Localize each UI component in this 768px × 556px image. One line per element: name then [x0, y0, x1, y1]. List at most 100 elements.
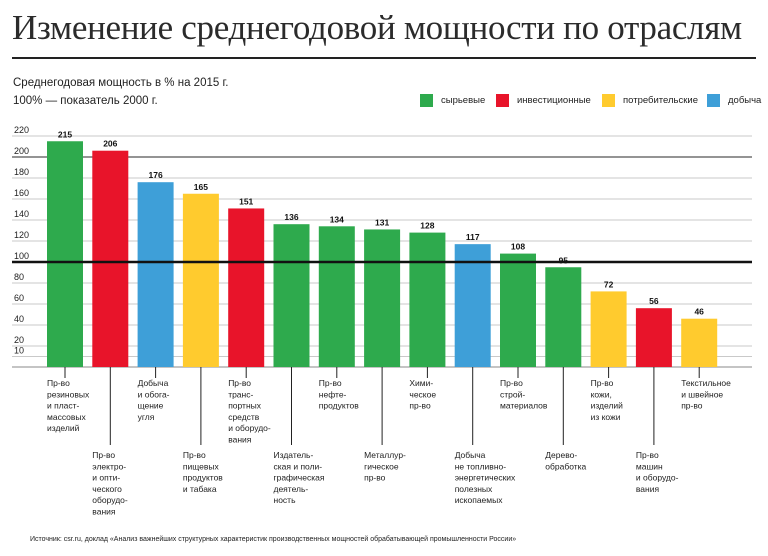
legend-item-raw: сырьевые: [420, 94, 485, 107]
category-label-5-line-4: средств: [228, 412, 260, 422]
category-label-15-line-2: и швейное: [681, 389, 723, 399]
bar-5: [228, 208, 265, 367]
category-label-1-line-1: Пр-во: [47, 378, 70, 388]
category-label-8-line-1: Металлур-: [364, 450, 406, 460]
y-tick-label-180: 180: [14, 167, 29, 177]
value-label-5: 151: [239, 196, 253, 206]
category-label-14-line-3: и оборудо-: [636, 473, 679, 483]
category-label-9: Хими-ческое пр-во: [409, 378, 436, 411]
category-label-2-line-2: электро-: [92, 461, 126, 471]
bar-7: [318, 226, 355, 367]
category-label-6-line-4: деятель-: [274, 484, 309, 494]
legend-swatch-mining: [707, 94, 720, 107]
category-label-10-line-5: ископаемых: [455, 495, 504, 505]
legend-item-consumer: потребительские: [602, 94, 698, 107]
category-label-6: Издатель-ская и поли-графическая деятель-…: [274, 450, 325, 505]
category-label-11-line-2: строй-: [500, 389, 525, 399]
value-label-14: 56: [649, 296, 659, 306]
category-label-3: Добыча и обога-щение угля: [138, 378, 170, 422]
category-label-4-line-2: пищевых: [183, 461, 220, 471]
category-label-6-line-5: ность: [274, 495, 297, 505]
category-label-8-line-2: гическое: [364, 461, 399, 471]
y-tick-label-140: 140: [14, 209, 29, 219]
category-label-15: Текстильное и швейное пр-во: [681, 378, 731, 411]
value-label-1: 215: [58, 129, 72, 139]
category-label-3-line-3: щение: [138, 401, 164, 411]
category-label-14-line-4: вания: [636, 484, 660, 494]
category-label-11-line-1: Пр-во: [500, 378, 523, 388]
source-note: Источник: csr.ru, доклад «Анализ важнейш…: [30, 536, 517, 543]
legend-label-consumer: потребительские: [623, 95, 698, 106]
value-label-12: 95: [559, 255, 569, 265]
category-label-9-line-1: Хими-: [409, 378, 433, 388]
bar-3: [137, 182, 174, 367]
y-tick-label-200: 200: [14, 146, 29, 156]
value-label-11: 108: [511, 242, 525, 252]
y-tick-label-120: 120: [14, 230, 29, 240]
legend-swatch-raw: [420, 94, 433, 107]
bar-8: [364, 229, 401, 367]
category-label-2-line-3: и опти-: [92, 473, 120, 483]
category-label-10-line-4: полезных: [455, 484, 493, 494]
category-label-8: Металлур-гическое пр-во: [364, 450, 406, 483]
legend-label-mining: добыча: [728, 95, 762, 106]
category-label-7: Пр-во нефте-продуктов: [319, 378, 359, 411]
category-label-6-line-3: графическая: [274, 473, 325, 483]
category-label-13-line-1: Пр-во: [591, 378, 614, 388]
category-label-5-line-5: и оборудо-: [228, 423, 271, 433]
value-label-2: 206: [103, 139, 117, 149]
category-label-7-line-3: продуктов: [319, 401, 359, 411]
bar-15: [681, 318, 718, 367]
category-label-10: Добыча не топливно-энергетических полезных…: [455, 450, 516, 505]
category-label-1: Пр-во резиновых и пласт-массовых изделий: [47, 378, 90, 433]
y-tick-label-20: 20: [14, 335, 24, 345]
category-label-6-line-2: ская и поли-: [274, 461, 323, 471]
bar-10: [454, 244, 491, 367]
category-label-4: Пр-во пищевых продуктов и табака: [183, 450, 223, 494]
category-label-10-line-1: Добыча: [455, 450, 486, 460]
category-label-11-line-3: материалов: [500, 401, 548, 411]
category-label-3-line-1: Добыча: [138, 378, 169, 388]
subtitle-line-1: Среднегодовая мощность в % на 2015 г.: [13, 77, 229, 89]
category-label-5-line-6: вания: [228, 435, 252, 445]
category-label-12-line-1: Дерево-: [545, 450, 577, 460]
category-label-10-line-2: не топливно-: [455, 461, 507, 471]
category-label-14-line-2: машин: [636, 461, 663, 471]
category-label-1-line-4: массовых: [47, 412, 87, 422]
category-label-11: Пр-во строй-материалов: [500, 378, 548, 411]
bar-13: [590, 291, 627, 367]
category-label-4-line-3: продуктов: [183, 473, 223, 483]
category-label-4-line-4: и табака: [183, 484, 217, 494]
category-label-2: Пр-во электро-и опти-ческого оборудо-вания: [92, 450, 128, 517]
legend-label-raw: сырьевые: [441, 95, 486, 106]
legend-swatch-investment: [496, 94, 509, 107]
subtitle-line-2: 100% — показатель 2000 г.: [13, 95, 158, 107]
y-tick-label-160: 160: [14, 188, 29, 198]
value-label-9: 128: [420, 221, 434, 231]
category-label-4-line-1: Пр-во: [183, 450, 206, 460]
value-label-13: 72: [604, 279, 614, 289]
category-label-8-line-3: пр-во: [364, 473, 386, 483]
category-label-3-line-4: угля: [138, 412, 155, 422]
bar-4: [182, 193, 219, 367]
category-label-2-line-1: Пр-во: [92, 450, 115, 460]
category-labels: Пр-во резиновых и пласт-массовых изделийПр-…: [47, 367, 731, 517]
category-label-3-line-2: и обога-: [138, 389, 170, 399]
category-label-1-line-2: резиновых: [47, 389, 90, 399]
bar-1: [47, 141, 83, 367]
category-label-12: Дерево-обработка: [545, 450, 586, 471]
category-label-5: Пр-во транс-портных средств и оборудо-вания: [228, 378, 271, 445]
category-label-12-line-2: обработка: [545, 461, 586, 471]
category-label-13-line-4: из кожи: [591, 412, 621, 422]
category-label-5-line-1: Пр-во: [228, 378, 251, 388]
bar-14: [635, 308, 672, 367]
y-tick-label-80: 80: [14, 272, 24, 282]
bar-12: [545, 267, 582, 367]
category-label-15-line-3: пр-во: [681, 401, 703, 411]
category-label-1-line-3: и пласт-: [47, 401, 80, 411]
y-tick-label-10: 10: [14, 346, 24, 356]
bar-6: [273, 224, 310, 367]
legend-swatch-consumer: [602, 94, 615, 107]
category-label-9-line-2: ческое: [409, 389, 436, 399]
